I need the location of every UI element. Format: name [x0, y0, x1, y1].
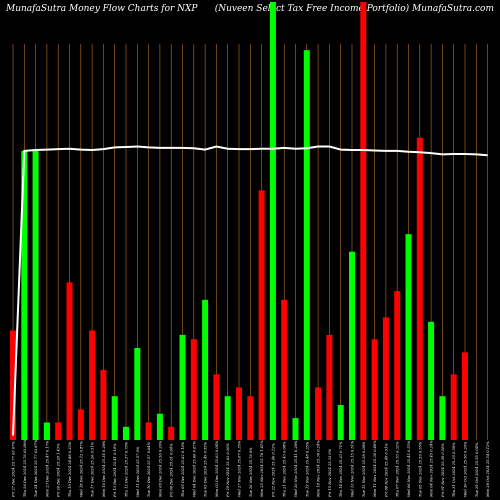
x-tick-label: Wed 30 Oct 2024 25.50 0.20%	[464, 441, 468, 497]
x-tick-label: Thu 19 Dec 2024 24.88 0.32%	[68, 441, 72, 497]
bar	[168, 426, 175, 440]
bar	[21, 150, 28, 441]
x-tick-label: Fri 08 Nov 2024 25.40 0.51%	[384, 443, 388, 498]
x-tick-label: Mon 09 Dec 2024 25.56 0.20%	[158, 440, 162, 498]
x-tick-label: Tue 17 Dec 2024 25.26 0.51%	[91, 441, 95, 497]
bar	[315, 387, 322, 440]
x-tick-label: Wed 13 Nov 2024 25.15 0.51%	[351, 440, 355, 497]
x-tick-label: Mon 28 Oct 2024 25.54 0.12%	[486, 441, 490, 498]
x-tick-label: Mon 02 Dec 2024 25.63 0.04%	[215, 440, 219, 498]
bar	[394, 291, 401, 440]
bar	[450, 374, 457, 440]
bar	[10, 330, 16, 440]
x-tick-label: Thu 05 Dec 2024 25.62 0.16%	[181, 441, 185, 497]
bar	[32, 150, 39, 441]
x-tick-label: Mon 04 Nov 2024 25.45 0.24%	[430, 440, 434, 498]
bar	[156, 413, 163, 440]
bar	[337, 404, 344, 440]
money-flow-line	[12, 145, 488, 436]
x-tick-label: Wed 27 Nov 2024 25.67 0.35%	[238, 440, 242, 497]
bar	[462, 352, 468, 440]
x-tick-label: Mon 16 Dec 2024 25.34 0.28%	[102, 440, 106, 498]
x-tick-label: Fri 13 Dec 2024 25.41 0.16%	[113, 443, 117, 498]
bar	[190, 339, 197, 440]
bar	[236, 387, 242, 440]
bar	[77, 409, 84, 440]
bar	[179, 334, 186, 440]
bar	[281, 299, 288, 440]
x-tick-label: Mon 25 Nov 2024 25.76 1.41%	[260, 440, 264, 498]
bar	[326, 334, 333, 440]
bar	[269, 2, 276, 440]
x-tick-label: Fri 01 Nov 2024 25.39 0.16%	[441, 443, 445, 498]
bar	[428, 321, 435, 440]
chart-title-right: (Nuveen Select Tax Free Income Portfolio…	[214, 4, 494, 14]
x-tick-labels: Fri 27 Dec 2024 25.77 63.07% Thu 26 Dec 2…	[12, 439, 491, 498]
x-tick-label: Fri 15 Nov 2024 25.33 0%	[328, 448, 332, 498]
x-tick-label: Wed 20 Nov 2024 25.41 0.28%	[294, 440, 298, 497]
x-tick-label: Thu 12 Dec 2024 25.37 0.79%	[125, 441, 129, 497]
bar	[43, 422, 50, 440]
bar	[66, 282, 73, 440]
x-tick-label: Tue 12 Nov 2024 25.28 0.08%	[362, 441, 366, 497]
bar	[349, 251, 355, 440]
x-tick-label: Wed 04 Dec 2024 25.66 0.67%	[192, 440, 196, 497]
x-tick-label: Tue 03 Dec 2024 25.49 0.55%	[204, 441, 208, 497]
x-tick-label: Thu 14 Nov 2024 25.33 0.71%	[339, 441, 343, 497]
x-tick-label: Fri 29 Nov 2024 25.62 0.20%	[226, 443, 230, 498]
bar	[360, 2, 367, 440]
x-tick-label: Fri 27 Dec 2024 25.77 63.07%	[12, 441, 16, 498]
bar	[258, 190, 265, 440]
x-tick-label: Thu 07 Nov 2024 25.53 0.32%	[396, 441, 400, 497]
bar	[371, 339, 378, 440]
bar	[202, 299, 209, 440]
bar	[213, 374, 220, 440]
bar	[111, 396, 118, 440]
bar	[224, 396, 231, 440]
x-tick-label: Mon 18 Nov 2024 25.39 0.24%	[317, 440, 321, 498]
x-tick-label: Tue 24 Dec 2024 25.77 63.87%	[34, 439, 38, 497]
x-tick-label: Mon 23 Dec 2024 25.47 0.17%	[45, 440, 49, 498]
x-tick-label: Tue 10 Dec 2024 25.57 0.04%	[147, 441, 151, 497]
bar	[382, 317, 389, 440]
bar	[303, 50, 310, 441]
x-tick-label: Tue 29 Oct 2024 25.55 0.04%	[475, 442, 479, 497]
x-tick-label: Thu 31 Oct 2024 25.35 0.59%	[452, 442, 456, 497]
x-tick-label: Fri 22 Nov 2024 25.40 0.12%	[271, 443, 275, 498]
x-tick-label: Thu 26 Dec 2024 25.76 63.80%	[23, 439, 27, 497]
x-tick-label: Tue 26 Nov 2024 25.76 0%	[249, 447, 253, 497]
bar	[405, 234, 412, 440]
gridlines	[12, 44, 488, 440]
bar	[416, 137, 423, 440]
chart-title-left: MunafaSutra Money Flow Charts for NXP	[6, 4, 198, 14]
x-tick-label: Fri 06 Dec 2024 25.61 0.04%	[170, 443, 174, 498]
bar	[55, 422, 62, 440]
x-tick-label: Wed 06 Nov 2024 25.45 0.55%	[407, 440, 411, 497]
x-tick-label: Thu 21 Nov 2024 25.43 0.08%	[283, 441, 287, 497]
bar	[292, 418, 299, 440]
bar	[439, 396, 446, 440]
bar	[123, 426, 129, 440]
x-tick-label: Tue 05 Nov 2024 25.59 0.55%	[418, 441, 422, 497]
bar	[100, 369, 107, 440]
x-tick-label: Wed 18 Dec 2024 25.12 0.87%	[79, 440, 83, 497]
bar	[247, 396, 254, 440]
x-tick-label: Fri 20 Dec 2024 25.20 1.43%	[57, 443, 61, 498]
x-tick-label: Tue 19 Nov 2024 25.48 0.35%	[305, 441, 309, 497]
bars	[10, 2, 468, 441]
money-flow-line-group	[12, 145, 488, 436]
bar	[89, 330, 96, 440]
x-tick-label: Mon 11 Nov 2024 25.30 0.40%	[373, 440, 377, 498]
bar	[134, 348, 141, 440]
bar	[145, 422, 152, 440]
x-tick-label: Wed 11 Dec 2024 25.57 0%	[136, 446, 140, 497]
